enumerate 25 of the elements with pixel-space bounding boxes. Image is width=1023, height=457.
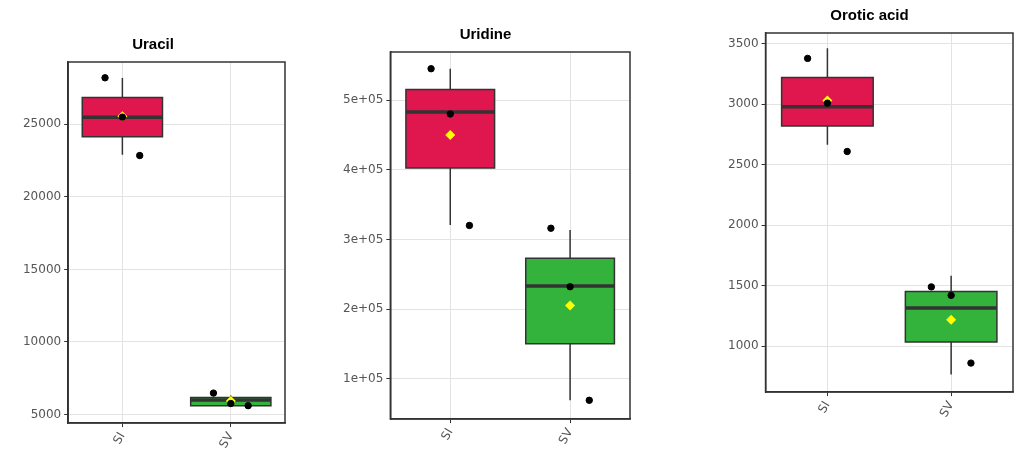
x-tick-label: SV <box>936 398 957 420</box>
y-tick-label: 3e+05 <box>343 231 384 246</box>
x-tick-label: SV <box>216 429 237 451</box>
x-tick-label: SV <box>555 425 576 447</box>
y-tick-label: 4e+05 <box>343 161 384 176</box>
chart-title: Uracil <box>132 35 174 53</box>
y-tick-label: 2000 <box>727 217 759 232</box>
y-tick-label: 15000 <box>22 261 62 276</box>
chart-title: Uridine <box>459 25 512 43</box>
y-tick-label: 25000 <box>22 116 62 131</box>
y-tick-label: 3500 <box>727 36 759 51</box>
y-tick-label: 1000 <box>727 338 759 353</box>
chart-title: Orotic acid <box>830 6 909 24</box>
y-tick-label: 5e+05 <box>343 92 384 107</box>
y-tick-label: 10000 <box>22 334 62 349</box>
y-tick-label: 2500 <box>727 156 759 171</box>
y-tick-label: 1e+05 <box>343 370 384 385</box>
x-tick-label: SI <box>109 429 128 447</box>
y-tick-label: 2e+05 <box>343 301 384 316</box>
y-tick-label: 1500 <box>727 277 759 292</box>
x-tick-label: SI <box>437 425 456 443</box>
y-tick-label: 3000 <box>727 96 759 111</box>
y-tick-label: 5000 <box>30 406 62 421</box>
y-tick-label: 20000 <box>22 188 62 203</box>
x-tick-label: SI <box>815 398 833 416</box>
